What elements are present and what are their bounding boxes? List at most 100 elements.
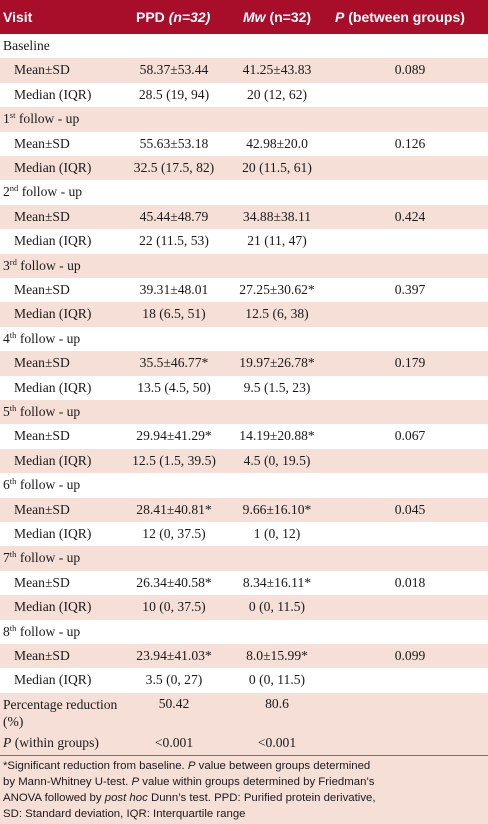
median-iqr-row: Median (IQR) 22 (11.5, 53) 21 (11, 47) — [0, 229, 488, 253]
mean-sd-row: Mean±SD 23.94±41.03* 8.0±15.99* 0.099 — [0, 644, 488, 669]
mean-sd-row: Mean±SD 45.44±48.79 34.88±38.11 0.424 — [0, 204, 488, 230]
mean-sd-label: Mean±SD — [14, 648, 70, 663]
ppd-median-value: 12 (0, 37.5) — [142, 526, 206, 541]
mean-sd-row: Mean±SD 55.63±53.18 42.98±20.0 0.126 — [0, 132, 488, 156]
mean-sd-label: Mean±SD — [14, 501, 70, 517]
p-between-value: 0.126 — [394, 135, 426, 151]
mean-sd-row: Mean±SD 35.5±46.77* 19.97±26.78* 0.179 — [0, 351, 488, 376]
mw-median-value: 0 (0, 11.5) — [248, 599, 306, 615]
mw-mean-value: 14.19±20.88* — [239, 428, 315, 444]
mean-sd-row: Mean±SD 29.94±41.29* 14.19±20.88* 0.067 — [0, 424, 488, 448]
mean-sd-label: Mean±SD — [14, 208, 70, 224]
p-between-value: 0.424 — [394, 208, 426, 224]
mean-sd-label: Mean±SD — [14, 355, 70, 371]
ppd-mean-value: 28.41±40.81* — [136, 501, 212, 517]
visit-label-row: 1st follow - up — [0, 107, 488, 132]
visit-label: 2nd follow - up — [3, 183, 83, 200]
visit-label-row: 2nd follow - up — [0, 180, 488, 204]
median-iqr-label: Median (IQR) — [14, 379, 92, 395]
header-ppd: PPD (n=32) — [136, 9, 211, 25]
header-mw: Mw (n=32) — [243, 9, 312, 25]
mw-median-value: 21 (11, 47) — [247, 233, 307, 249]
table-header: Visit PPD (n=32) Mw (n=32) P (between gr… — [0, 0, 488, 34]
ppd-mean-value: 23.94±41.03* — [136, 648, 212, 663]
within-label: P (within groups) — [3, 734, 99, 750]
mw-median-value: 1 (0, 12) — [253, 526, 301, 541]
mw-mean-value: 8.34±16.11* — [242, 574, 312, 590]
visit-label: 1st follow - up — [3, 110, 80, 127]
mw-mean-value: 41.25±43.83 — [242, 62, 312, 78]
median-iqr-label: Median (IQR) — [14, 86, 92, 102]
within-ppd: <0.001 — [154, 734, 194, 750]
mean-sd-label: Mean±SD — [14, 574, 70, 590]
mw-median-value: 20 (12, 62) — [246, 86, 308, 102]
p-between-value: 0.397 — [394, 282, 426, 297]
within-mw: <0.001 — [257, 734, 297, 750]
median-iqr-row: Median (IQR) 12.5 (1.5, 39.5) 4.5 (0, 19.5… — [0, 448, 488, 474]
ppd-median-value: 28.5 (19, 94) — [138, 86, 210, 102]
median-iqr-label: Median (IQR) — [14, 599, 92, 615]
visit-label: 5th follow - up — [3, 403, 81, 419]
visit-label: Baseline — [3, 38, 50, 53]
visit-label-row: 3rd follow - up — [0, 253, 488, 278]
median-iqr-row: Median (IQR) 28.5 (19, 94) 20 (12, 62) — [0, 83, 488, 107]
visit-label-row: 7th follow - up — [0, 546, 488, 571]
within-groups-row: P (within groups) <0.001 <0.001 — [0, 730, 488, 755]
mw-mean-value: 27.25±30.62* — [239, 282, 315, 297]
mw-mean-value: 9.66±16.10* — [242, 501, 312, 517]
ppd-mean-value: 39.31±48.01 — [139, 282, 209, 297]
median-iqr-row: Median (IQR) 18 (6.5, 51) 12.5 (6, 38) — [0, 302, 488, 327]
visit-label-row: 6th follow - up — [0, 473, 488, 497]
median-iqr-label: Median (IQR) — [14, 233, 92, 249]
mw-mean-value: 34.88±38.11 — [242, 208, 312, 224]
ppd-median-value: 22 (11.5, 53) — [139, 233, 209, 249]
visit-label-row: 4th follow - up — [0, 327, 488, 351]
ppd-mean-value: 58.37±53.44 — [139, 62, 209, 78]
median-iqr-row: Median (IQR) 12 (0, 37.5) 1 (0, 12) — [0, 522, 488, 546]
p-between-value: 0.089 — [394, 62, 426, 78]
p-between-value: 0.067 — [394, 428, 426, 444]
footnote-line-4: SD: Standard deviation, IQR: Interquarti… — [3, 808, 246, 820]
ppd-mean-value: 26.34±40.58* — [136, 574, 212, 590]
ppd-median-value: 18 (6.5, 51) — [142, 306, 206, 322]
median-iqr-label: Median (IQR) — [14, 160, 92, 175]
visit-label: 4th follow - up — [3, 329, 81, 346]
mean-sd-row: Mean±SD 39.31±48.01 27.25±30.62* 0.397 — [0, 278, 488, 302]
median-iqr-row: Median (IQR) 13.5 (4.5, 50) 9.5 (1.5, 23) — [0, 376, 488, 400]
ppd-median-value: 12.5 (1.5, 39.5) — [132, 452, 216, 468]
visit-label-row: 8th follow - up — [0, 620, 488, 644]
percentage-reduction-row: Percentage reduction (%) 50.42 80.6 — [0, 692, 488, 731]
mw-mean-value: 8.0±15.99* — [246, 648, 308, 663]
mw-median-value: 9.5 (1.5, 23) — [243, 379, 311, 395]
mw-median-value: 20 (11.5, 61) — [242, 160, 312, 175]
mw-median-value: 4.5 (0, 19.5) — [243, 452, 311, 468]
median-iqr-row: Median (IQR) 32.5 (17.5, 82) 20 (11.5, 61) — [0, 156, 488, 181]
percentage-mw: 80.6 — [265, 695, 289, 711]
ppd-median-value: 10 (0, 37.5) — [142, 599, 206, 615]
ppd-mean-value: 29.94±41.29* — [136, 428, 212, 444]
footnote-line-2: by Mann-Whitney U-test. P value within g… — [3, 776, 375, 788]
p-between-value: 0.018 — [394, 574, 426, 590]
visit-label: 6th follow - up — [3, 476, 81, 493]
median-iqr-label: Median (IQR) — [14, 526, 92, 541]
visit-label-row: 5th follow - up — [0, 400, 488, 425]
mw-mean-value: 42.98±20.0 — [246, 135, 308, 151]
mean-sd-label: Mean±SD — [14, 62, 70, 78]
visit-label: 8th follow - up — [3, 622, 81, 639]
mean-sd-row: Mean±SD 26.34±40.58* 8.34±16.11* 0.018 — [0, 571, 488, 595]
percentage-label: Percentage reduction (%) — [3, 696, 118, 729]
median-iqr-row: Median (IQR) 10 (0, 37.5) 0 (0, 11.5) — [0, 595, 488, 620]
mean-sd-label: Mean±SD — [14, 282, 70, 297]
header-visit: Visit — [3, 9, 33, 25]
median-iqr-label: Median (IQR) — [14, 306, 92, 322]
header-p-between: P (between groups) — [335, 9, 465, 25]
visit-label-row: Baseline — [0, 34, 488, 58]
footnote-line-3: ANOVA followed by post hoc Dunn’s test. … — [3, 792, 376, 804]
percentage-ppd: 50.42 — [158, 695, 190, 711]
p-between-value: 0.179 — [394, 355, 426, 371]
footnote-line-1: *Significant reduction from baseline. P … — [3, 760, 371, 772]
ppd-median-value: 32.5 (17.5, 82) — [133, 160, 215, 175]
median-iqr-label: Median (IQR) — [14, 452, 92, 468]
median-iqr-label: Median (IQR) — [14, 672, 92, 688]
mw-mean-value: 19.97±26.78* — [239, 355, 315, 371]
